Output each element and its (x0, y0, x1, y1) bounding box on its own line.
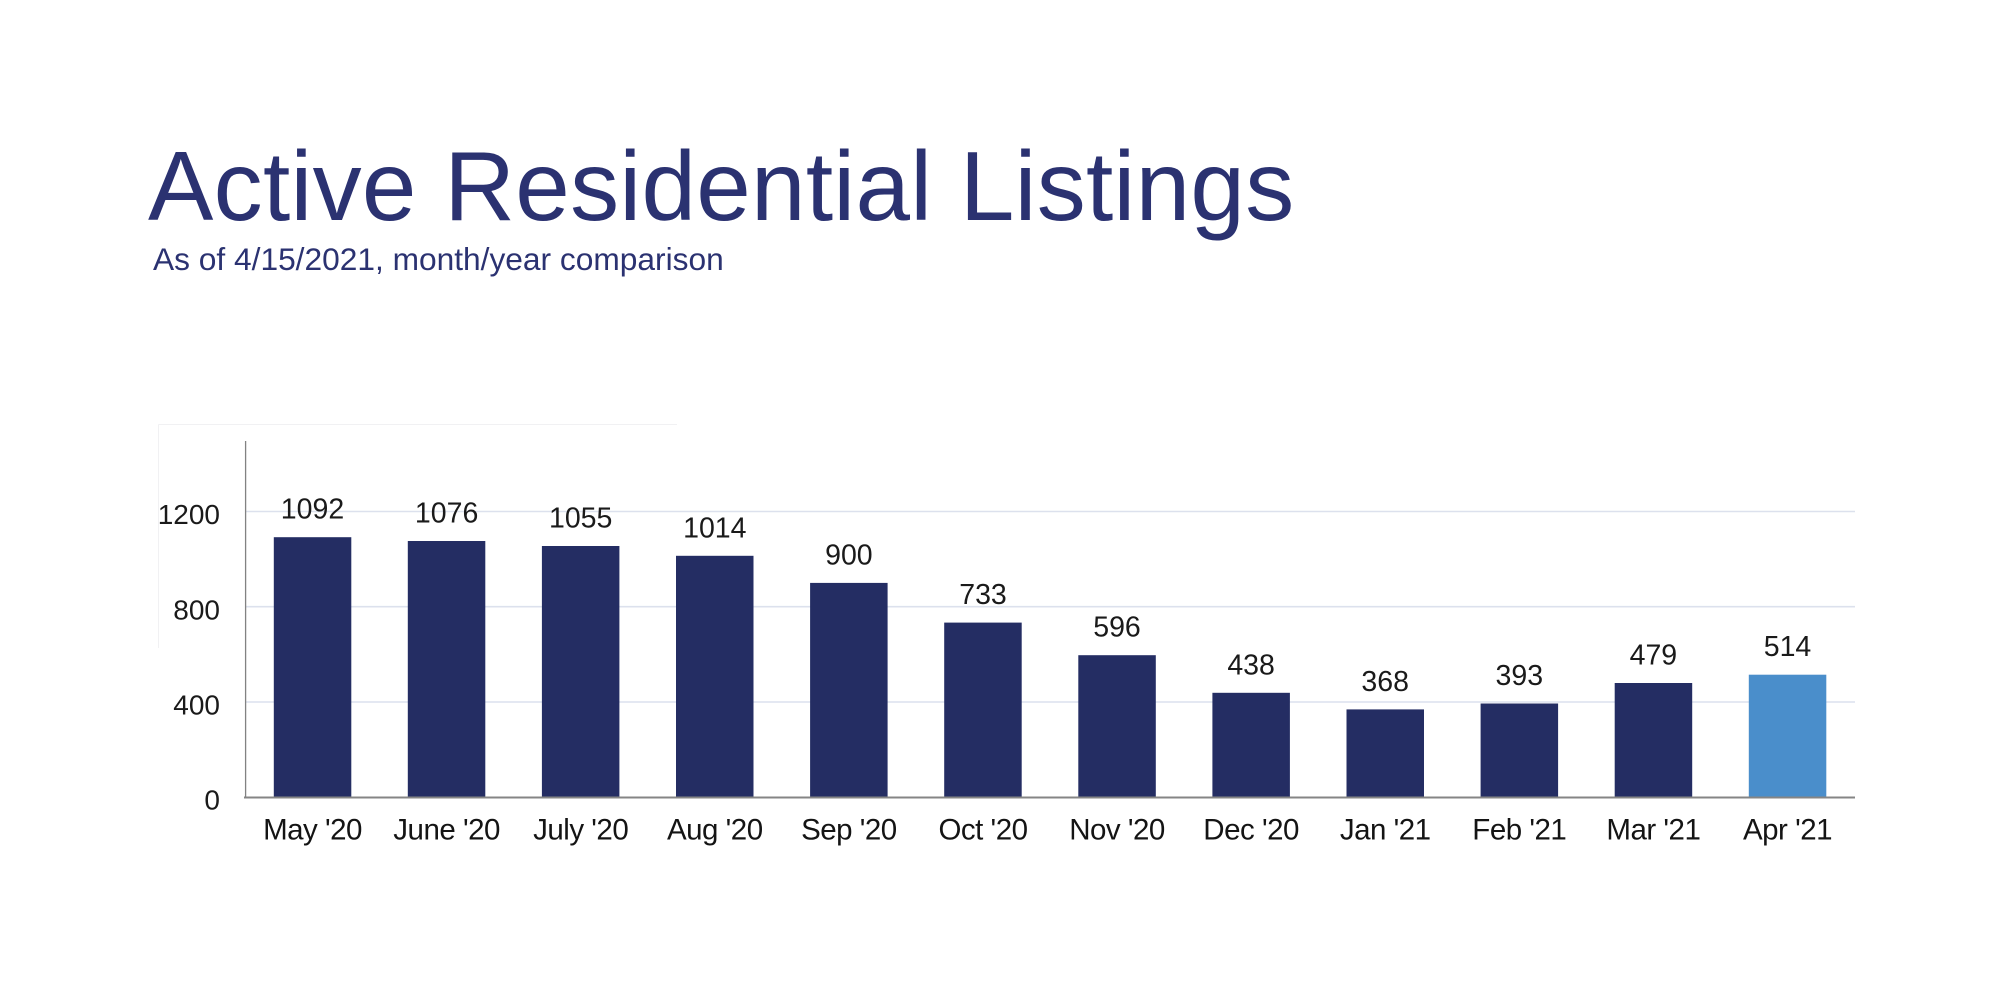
svg-text:733: 733 (959, 579, 1007, 611)
svg-text:800: 800 (173, 594, 220, 625)
svg-text:900: 900 (825, 539, 873, 571)
svg-text:1076: 1076 (415, 498, 478, 530)
svg-text:July '20: July '20 (533, 814, 628, 847)
svg-text:Dec '20: Dec '20 (1203, 814, 1299, 847)
svg-text:479: 479 (1630, 640, 1678, 672)
svg-text:Apr '21: Apr '21 (1743, 814, 1832, 847)
svg-text:0: 0 (204, 785, 220, 816)
svg-text:514: 514 (1764, 631, 1812, 663)
svg-text:Aug '20: Aug '20 (667, 814, 763, 847)
svg-text:368: 368 (1361, 666, 1409, 698)
svg-text:Sep '20: Sep '20 (801, 814, 897, 847)
svg-text:Oct '20: Oct '20 (938, 814, 1027, 847)
svg-text:June '20: June '20 (393, 814, 500, 847)
svg-text:400: 400 (173, 690, 220, 721)
svg-text:438: 438 (1227, 649, 1275, 681)
svg-text:1014: 1014 (683, 512, 747, 544)
svg-text:Nov '20: Nov '20 (1069, 814, 1165, 847)
svg-text:1055: 1055 (549, 503, 612, 535)
svg-text:596: 596 (1093, 612, 1141, 644)
svg-text:1200: 1200 (158, 499, 220, 530)
svg-text:1092: 1092 (281, 494, 344, 526)
svg-text:Mar '21: Mar '21 (1606, 814, 1700, 847)
svg-text:May '20: May '20 (263, 814, 362, 847)
svg-text:393: 393 (1496, 660, 1544, 692)
svg-text:Jan '21: Jan '21 (1340, 814, 1431, 847)
svg-text:Feb '21: Feb '21 (1472, 814, 1566, 847)
